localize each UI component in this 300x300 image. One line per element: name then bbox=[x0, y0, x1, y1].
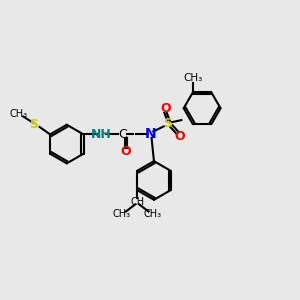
Text: C: C bbox=[118, 128, 127, 141]
Text: S: S bbox=[29, 118, 38, 131]
Text: S: S bbox=[163, 118, 172, 130]
Text: N: N bbox=[145, 128, 157, 141]
Text: CH: CH bbox=[130, 197, 144, 207]
Text: CH₃: CH₃ bbox=[10, 109, 28, 119]
Text: NH: NH bbox=[91, 128, 112, 141]
Text: O: O bbox=[175, 130, 185, 143]
Text: CH₃: CH₃ bbox=[113, 209, 131, 219]
Text: CH₃: CH₃ bbox=[144, 209, 162, 219]
Text: O: O bbox=[121, 145, 131, 158]
Text: CH₃: CH₃ bbox=[183, 73, 202, 83]
Text: O: O bbox=[160, 102, 171, 115]
